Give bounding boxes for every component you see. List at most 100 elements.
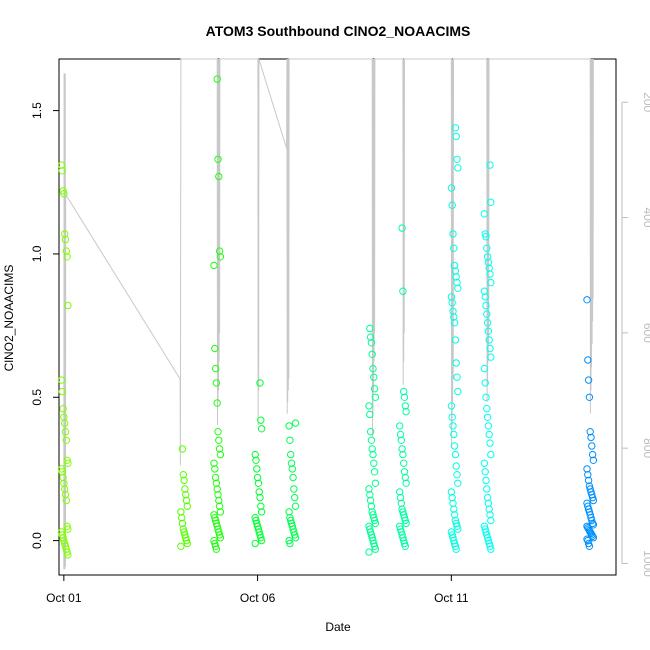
- y2-tick-label: 200: [641, 92, 650, 112]
- data-point: [396, 488, 404, 496]
- data-point: [481, 379, 489, 387]
- data-point: [62, 247, 71, 255]
- data-point: [485, 430, 493, 439]
- data-point: [211, 542, 220, 550]
- data-point: [396, 422, 404, 430]
- data-point: [286, 539, 294, 548]
- data-point: [588, 532, 597, 540]
- y2-tick-label: 1000: [641, 550, 650, 577]
- data-point: [215, 502, 224, 510]
- data-point: [449, 230, 457, 238]
- data-point: [63, 253, 71, 261]
- data-point: [255, 488, 263, 496]
- data-point: [183, 502, 192, 510]
- data-point: [589, 496, 598, 505]
- data-point: [398, 445, 406, 453]
- data-point: [215, 172, 223, 181]
- data-point: [216, 253, 225, 261]
- data-point: [58, 387, 66, 396]
- data-point: [60, 419, 69, 427]
- data-point: [454, 525, 462, 533]
- data-point: [214, 428, 222, 436]
- data-point: [60, 413, 68, 421]
- data-point: [215, 247, 224, 255]
- data-point: [401, 516, 409, 525]
- data-point: [480, 287, 489, 295]
- data-point: [402, 407, 410, 416]
- data-point: [454, 164, 462, 172]
- data-point: [452, 132, 460, 141]
- data-point: [61, 235, 70, 244]
- data-point: [588, 442, 596, 450]
- y-axis: 0.0 0.5 1.0 1.5: [30, 102, 59, 549]
- data-point: [371, 545, 380, 553]
- data-point: [454, 387, 462, 396]
- data-point: [448, 201, 456, 209]
- data-point: [60, 190, 68, 198]
- data-point: [483, 319, 492, 327]
- data-point: [216, 508, 225, 516]
- data-point: [452, 273, 460, 281]
- data-point: [399, 450, 407, 459]
- data-point: [177, 542, 185, 550]
- data-point: [370, 373, 378, 381]
- data-point: [365, 485, 373, 493]
- data-point: [257, 502, 265, 510]
- data-point: [367, 436, 376, 444]
- data-point: [253, 465, 261, 473]
- data-point: [483, 485, 491, 493]
- data-point: [252, 456, 260, 464]
- data-point: [216, 450, 225, 459]
- data-point: [178, 445, 187, 453]
- data-point: [182, 496, 191, 505]
- data-point: [402, 519, 410, 528]
- data-point: [212, 545, 221, 553]
- data-point: [210, 261, 218, 270]
- x-tick-label: Oct 11: [434, 591, 469, 605]
- data-point: [584, 476, 593, 485]
- data-point: [370, 542, 379, 550]
- data-point: [487, 516, 495, 525]
- data-point: [450, 442, 459, 450]
- data-point: [61, 428, 70, 436]
- data-point: [482, 301, 490, 310]
- data-point: [285, 422, 293, 430]
- data-point: [454, 284, 462, 292]
- data-point: [213, 485, 221, 493]
- data-point: [257, 534, 265, 542]
- data-point: [485, 505, 493, 513]
- data-point: [453, 278, 461, 287]
- data-point: [366, 333, 375, 341]
- data-point: [451, 450, 460, 459]
- data-point: [449, 307, 457, 315]
- data-point: [179, 471, 188, 479]
- data-point: [450, 313, 458, 321]
- data-point: [450, 430, 458, 439]
- data-point: [449, 499, 457, 507]
- data-point: [253, 473, 262, 482]
- data-point: [370, 516, 379, 525]
- data-point: [586, 428, 594, 436]
- data-point: [450, 511, 459, 519]
- data-point: [396, 493, 405, 502]
- data-point: [285, 508, 293, 516]
- data-point: [584, 356, 592, 364]
- data-point: [487, 278, 495, 287]
- data-point: [486, 161, 494, 169]
- data-point: [453, 471, 461, 479]
- data-point: [485, 336, 493, 344]
- data-point: [487, 545, 495, 553]
- data-point: [399, 287, 407, 295]
- data-point: [212, 479, 221, 487]
- data-point: [212, 379, 221, 387]
- data-point: [588, 450, 597, 459]
- data-point: [583, 535, 591, 543]
- data-point: [401, 473, 409, 482]
- data-point: [483, 253, 492, 261]
- points-layer: [57, 75, 598, 559]
- data-point: [451, 124, 460, 132]
- data-point: [60, 230, 69, 238]
- data-point: [215, 436, 223, 444]
- data-point: [289, 473, 297, 482]
